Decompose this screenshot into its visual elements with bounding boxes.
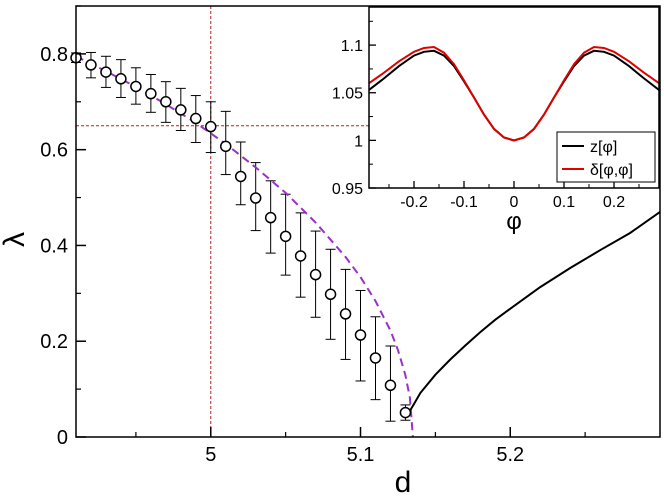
inset-y-tick-label: 1.05 [332,86,363,103]
main-plot-frame [75,5,661,438]
data-point [339,308,352,320]
main-x-ticks: 5 5.1 5.2 [135,427,586,466]
y-tick-label: 0.6 [40,140,68,162]
inset-y-ticks: 0.95 1 1.05 1.1 [332,20,376,198]
inset-x-tick-label: -0.2 [400,194,428,211]
data-point [294,250,307,262]
data-point [205,120,217,133]
data-point [219,140,232,153]
y-tick-label: 0.8 [40,44,68,66]
data-point [369,352,382,364]
data-point [115,73,127,85]
inset-x-tick-label: 0.1 [553,194,575,211]
data-point [130,80,142,93]
main-plot: 5 5.1 5.2 0 0.2 0.4 0.6 0.8 d λ [0,5,661,498]
data-point [279,230,292,243]
legend-label-z: z[φ] [590,139,617,156]
data-point [264,211,277,224]
data-point [190,112,202,125]
inset-x-ticks: -0.2 -0.1 0 0.1 0.2 [388,181,640,211]
main-x-axis-label: d [395,466,412,498]
main-y-axis-label: λ [0,232,31,247]
inset-curves [368,45,660,142]
legend-label-delta: δ[φ,φ] [590,162,633,179]
data-point [100,66,112,78]
data-point [234,170,247,183]
inset-plot: -0.2 -0.1 0 0.1 0.2 0.95 1 1.05 1.1 φ z[φ] δ[φ,… [332,6,660,235]
y-tick-label: 0 [57,427,68,449]
data-point [324,288,337,301]
data-point [145,87,157,100]
main-y-ticks: 0 0.2 0.4 0.6 0.8 [40,5,86,449]
x-tick-label: 5.2 [496,444,524,466]
inset-legend: z[φ] δ[φ,φ] [556,131,656,183]
data-point [160,96,172,108]
inset-y-tick-label: 0.95 [332,181,363,198]
inset-x-tick-label: -0.1 [450,194,478,211]
data-point [399,406,412,419]
inset-x-tick-label: 0.2 [603,194,625,211]
x-tick-label: 5.1 [347,444,375,466]
inset-y-tick-label: 1 [354,133,363,150]
data-point [249,192,262,204]
solid-curve [407,211,661,414]
y-tick-label: 0.4 [40,235,68,257]
data-point [309,268,322,281]
data-point [175,104,187,116]
inset-curve-delta [368,45,660,142]
data-point [354,329,367,341]
data-points [70,51,412,419]
inset-x-axis-label: φ [506,208,522,235]
curves [75,55,661,438]
inset-y-tick-label: 1.1 [341,38,363,55]
legend-box [556,131,656,183]
data-point [85,59,97,71]
inset-x-tick-label: 0 [510,194,519,211]
data-point [384,379,397,392]
x-tick-label: 5 [205,444,216,466]
y-tick-label: 0.2 [40,331,68,353]
dashed-fit-curve [75,55,414,438]
